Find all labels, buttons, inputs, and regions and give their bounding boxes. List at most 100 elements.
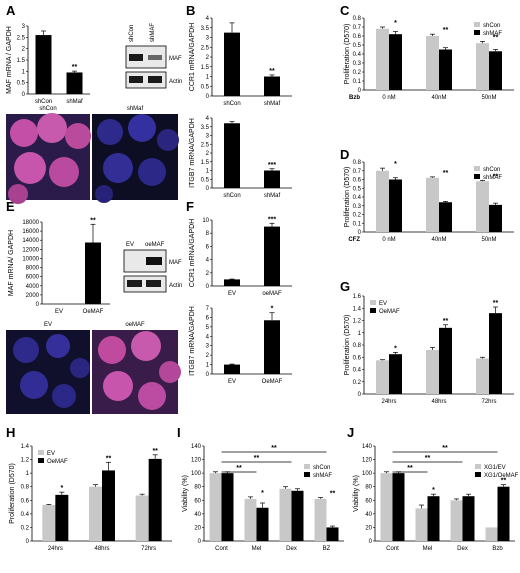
cell [10,119,38,147]
y-tick-label: 3 [22,24,26,30]
y-axis-label: MAF mRNA / GAPDH [6,26,13,94]
x-tick-label: 24hrs [48,546,63,552]
y-tick-label: 140 [362,444,373,450]
bar [85,242,101,304]
bar [89,486,102,541]
bar [439,49,452,90]
bar [389,179,402,232]
x-tick-label: OeMAF [262,379,283,385]
chart-f-top: 0 2 4 6 8 10 CCR1 mRNA/GAPDH EV oeMAF *** [189,216,292,297]
significance-label: ** [443,27,449,34]
bar [264,320,280,374]
chart-h: 0 0.2 0.4 0.6 0.8 1 1.2 1.4 Proliferation (D570)… [9,444,172,552]
significance-label: * [261,490,264,497]
legend-label: shCon [483,23,500,29]
y-tick-label: 0 [358,230,362,236]
bar [224,32,240,96]
y-tick-label: 3.5 [201,125,210,131]
cell [8,184,28,204]
y-tick-label: 40 [365,512,372,518]
bar [376,170,389,232]
significance-label: *** [268,162,276,169]
x-tick-label: 24hrs [381,399,396,405]
blot-e-actin-band-2 [146,280,161,287]
y-axis-label: Proliferation (D570) [344,167,351,228]
y-tick-label: 1.6 [353,294,362,300]
bar [35,35,52,94]
y-tick-label: 1 [206,169,210,175]
chart-j: 0 20 40 60 80 100 120 140 Viability (%) Cont Mel * D… [353,444,519,552]
y-tick-label: 0.6 [353,355,362,361]
bar [462,496,475,541]
x-tick-label: 0 nM [382,95,395,101]
bar [209,473,222,541]
x-tick-label: 40nM [431,237,446,243]
y-tick-label: 0.8 [353,16,362,22]
bar [389,354,402,394]
significance-label: *** [268,216,276,223]
legend-label: shMAF [483,175,502,181]
y-tick-label: 0.1 [353,79,362,85]
legend-label: shCon [483,167,500,173]
bar [135,495,149,541]
legend-swatch [474,22,480,27]
y-axis-label: MAF mRNA/ GAPDH [8,230,15,296]
y-tick-label: 0.5 [353,186,362,192]
y-tick-label: 120 [362,458,373,464]
y-tick-label: 1.5 [201,65,210,71]
y-tick-label: 0 [198,539,202,545]
y-tick-label: 0.6 [353,34,362,40]
bar [264,170,280,188]
y-tick-label: 100 [191,471,202,477]
legend-swatch [370,300,376,305]
significance-label: ** [493,173,499,180]
bar [476,358,489,394]
y-tick-label: 120 [191,458,202,464]
y-tick-label: 0.5 [17,81,26,87]
y-tick-label: 1.2 [353,319,362,325]
bracket-label: ** [271,445,277,452]
x-tick-label: shCon [223,193,240,199]
x-tick-label: 72hrs [141,546,156,552]
legend-swatch [304,464,310,469]
x-tick-label: OeMAF [83,309,104,315]
y-tick-label: 12000 [22,247,39,253]
bar [439,327,452,394]
cell [97,119,123,145]
y-tick-label: 0.4 [353,52,362,58]
panel-letter-c: C [340,3,350,18]
y-tick-label: 1.5 [201,160,210,166]
bar [221,473,234,541]
y-tick-label: 5 [206,325,210,331]
micrographs-e: EV oeMAF [6,322,181,414]
y-tick-label: 0 [26,539,30,545]
y-tick-label: 0.6 [21,498,30,504]
x-tick-label: Mel [252,546,262,552]
blot-a-actin-label: Actin [169,79,182,85]
western-blot-e: EV oeMAF MAF Actin [123,242,182,293]
y-tick-label: 4 [206,116,210,122]
bar [264,226,280,286]
cell [159,361,181,383]
y-tick-label: 0.2 [21,525,30,531]
micro-a-label-2: shMaf [127,106,144,112]
legend-label: EV [47,451,55,457]
cell [157,129,179,151]
y-tick-label: 14000 [22,238,39,244]
y-tick-label: 2.5 [201,45,210,51]
y-tick-label: 0.5 [201,177,210,183]
y-tick-label: 0.3 [353,61,362,67]
western-blot-a: shCon shMAF MAF Actin [125,23,182,89]
significance-label: ** [90,217,96,224]
cell [131,331,161,361]
bar [426,36,439,90]
y-tick-label: 3 [206,134,210,140]
y-tick-label: 1 [206,363,210,369]
cell [70,358,90,378]
y-tick-label: 1.4 [353,306,362,312]
x-tick-label: Cont [386,546,399,552]
significance-label: ** [493,34,499,41]
legend-label: OeMAF [47,459,68,465]
blot-e-maf-band-2 [146,257,162,265]
